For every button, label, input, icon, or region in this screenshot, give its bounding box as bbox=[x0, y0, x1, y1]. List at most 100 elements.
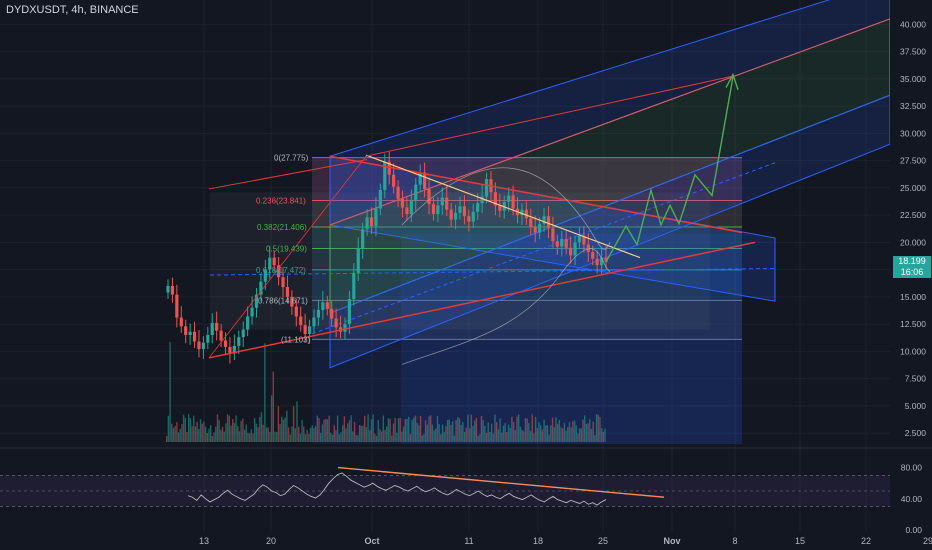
time-tick-label: 18 bbox=[533, 536, 543, 546]
volume-bar bbox=[355, 434, 357, 442]
volume-bar bbox=[387, 418, 390, 442]
volume-bar bbox=[555, 417, 557, 442]
volume-bar bbox=[553, 427, 555, 442]
time-axis[interactable]: 13 20 Oct 11 18 25 Nov 8 15 22 29 bbox=[199, 536, 932, 546]
bar-countdown: 16:06 bbox=[900, 267, 924, 277]
candle-body bbox=[449, 209, 453, 220]
trend-lines[interactable] bbox=[208, 75, 756, 359]
projection-path[interactable] bbox=[401, 72, 739, 365]
volume-bar bbox=[211, 435, 214, 442]
fib-label: 0.382(21.406) bbox=[257, 223, 307, 232]
fib-label: (11.103) bbox=[281, 335, 311, 344]
candle-body bbox=[599, 257, 604, 266]
price-tick-label: 5.000 bbox=[905, 401, 927, 411]
volume-bar bbox=[348, 420, 351, 442]
price-tick-label: 20.000 bbox=[900, 237, 926, 247]
volume-bar bbox=[308, 433, 310, 442]
candle-body bbox=[405, 207, 409, 215]
volume-bar bbox=[568, 422, 571, 442]
target-line bbox=[365, 75, 736, 157]
candle-body bbox=[471, 211, 475, 222]
volume-bar bbox=[382, 415, 385, 442]
candle-body bbox=[586, 244, 590, 253]
candle-body bbox=[184, 326, 188, 335]
channel-top-line bbox=[208, 159, 368, 190]
median-line bbox=[329, 18, 891, 226]
volume-bar bbox=[277, 406, 280, 442]
volume-bar bbox=[291, 426, 293, 442]
volume-bar bbox=[215, 426, 217, 442]
volume-bar bbox=[186, 432, 188, 442]
support-line bbox=[208, 241, 756, 359]
volume-bar bbox=[511, 416, 513, 442]
envelope-lower bbox=[401, 248, 611, 365]
volume-bar bbox=[528, 422, 530, 442]
volume-bar bbox=[430, 415, 432, 442]
candle-body bbox=[542, 216, 546, 224]
volume-bar bbox=[226, 414, 229, 442]
volume-bar bbox=[289, 434, 291, 442]
candle-body bbox=[352, 272, 356, 300]
range-box bbox=[401, 233, 742, 444]
volume-bar bbox=[333, 425, 335, 442]
volume-bar bbox=[218, 420, 220, 442]
volume-bar bbox=[389, 418, 391, 442]
candle-body bbox=[533, 227, 537, 233]
volume-bar bbox=[242, 418, 244, 442]
candle-body bbox=[259, 281, 263, 295]
candle-body bbox=[192, 331, 197, 342]
volume-bar bbox=[247, 432, 249, 442]
candle-body bbox=[272, 257, 276, 266]
volume-bar bbox=[604, 428, 606, 442]
candle-body bbox=[595, 258, 599, 266]
volume-bar bbox=[516, 416, 518, 442]
volume-bar bbox=[509, 427, 511, 442]
volume-bar bbox=[538, 422, 540, 442]
volume-bar bbox=[575, 425, 577, 442]
volume-bar bbox=[167, 415, 170, 442]
volume-bar bbox=[330, 432, 332, 442]
volume-bar bbox=[496, 422, 498, 442]
candle-body bbox=[414, 184, 418, 201]
volume-bar bbox=[556, 423, 559, 442]
volume-bar bbox=[485, 432, 488, 442]
volume-bar bbox=[220, 429, 222, 442]
volume-bar bbox=[514, 430, 517, 442]
price-tick-label: 22.500 bbox=[900, 210, 926, 220]
candle-body bbox=[223, 340, 228, 347]
volume-bar bbox=[248, 433, 251, 442]
volume-bar bbox=[394, 418, 396, 442]
volume-bar bbox=[524, 418, 527, 442]
candle-body bbox=[215, 323, 219, 331]
volume-bar bbox=[531, 414, 533, 442]
volume-bar bbox=[358, 425, 361, 442]
candle-body bbox=[365, 217, 369, 230]
volume-bar bbox=[201, 423, 203, 442]
candle-body bbox=[369, 217, 374, 226]
volume-bar bbox=[577, 433, 579, 442]
candle-body bbox=[343, 324, 347, 332]
volume-bar bbox=[467, 414, 469, 442]
candle-body bbox=[237, 337, 241, 346]
volume-bar bbox=[369, 430, 371, 442]
price-tick-label: 32.500 bbox=[900, 101, 926, 111]
rsi-pane[interactable]: 80.00 40.00 0.00 bbox=[0, 447, 932, 535]
pitchfork-channel[interactable] bbox=[209, 0, 891, 369]
price-tick-label: 30.000 bbox=[900, 128, 926, 138]
volume-bar bbox=[489, 432, 491, 442]
candle-body bbox=[604, 257, 608, 262]
volume-bar bbox=[245, 424, 247, 442]
volume-bar bbox=[411, 420, 413, 442]
fan-line bbox=[208, 155, 367, 359]
volume-bar bbox=[587, 423, 589, 442]
volume-bar bbox=[507, 424, 510, 442]
volume-bar bbox=[408, 416, 410, 442]
fib-label: 0(27.775) bbox=[274, 154, 309, 163]
volume-bar bbox=[492, 433, 495, 442]
volume-bar bbox=[232, 419, 234, 442]
volume-bar bbox=[380, 431, 383, 442]
volume-bar bbox=[446, 420, 449, 442]
volume-bar bbox=[352, 431, 354, 442]
volume-bar bbox=[320, 432, 322, 442]
